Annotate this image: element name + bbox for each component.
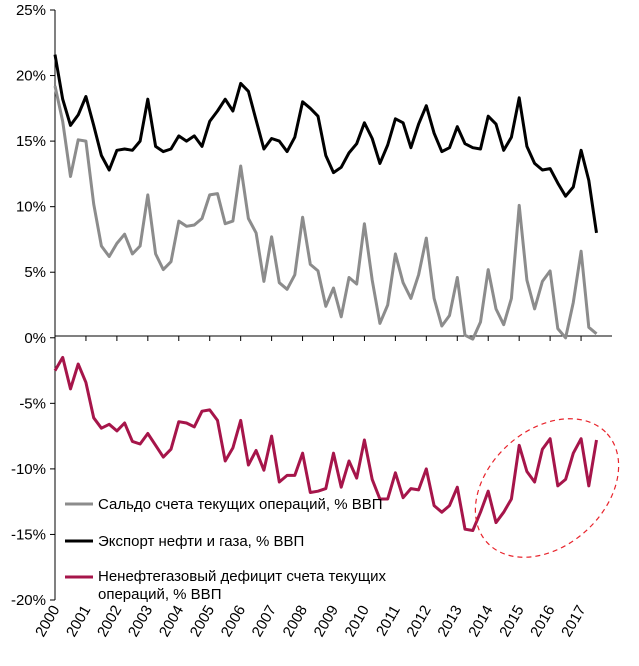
series-lines: [53, 54, 598, 532]
y-tick-label: 25%: [16, 2, 46, 19]
legend-label-oil-gas-export: Экспорт нефти и газа, % ВВП: [98, 533, 304, 550]
y-ticks: 25% 20% 15% 10% 5% 0% -5% -10% -15% -20%: [11, 2, 55, 609]
x-tick-label: 2017: [558, 603, 589, 640]
x-tick-label: 2015: [496, 603, 527, 640]
x-tick-label: 2008: [280, 603, 311, 640]
series-line-non-oil-deficit: [53, 355, 598, 532]
highlight-ellipse: [474, 418, 620, 558]
x-tick-label: 2003: [125, 603, 156, 640]
x-tick-label: 2016: [527, 603, 558, 640]
series-line-current-account: [53, 85, 598, 341]
x-tick-label: 2006: [218, 603, 249, 640]
x-tick-label: 2013: [434, 603, 465, 640]
x-tick-label: 2007: [249, 603, 280, 640]
y-tick-label: 10%: [16, 199, 46, 216]
x-tick-label: 2012: [403, 603, 434, 640]
y-tick-label: -20%: [11, 592, 46, 609]
y-tick-label: 0%: [24, 330, 46, 347]
legend-label-current-account: Сальдо счета текущих операций, % ВВП: [98, 496, 383, 513]
x-tick-label: 2005: [187, 603, 218, 640]
legend: Сальдо счета текущих операций, % ВВП Экс…: [65, 496, 387, 603]
x-tick-label: 2004: [156, 603, 187, 640]
y-tick-label: -15%: [11, 526, 46, 543]
x-tick-label: 2014: [465, 603, 496, 640]
x-tick-label: 2011: [373, 603, 404, 639]
legend-label-non-oil-deficit: Ненефтегазовый дефицит счета текущих опер…: [98, 568, 387, 603]
y-tick-label: 15%: [16, 133, 46, 150]
x-tick-label: 2001: [63, 603, 94, 640]
y-tick-label: -5%: [19, 395, 46, 412]
y-tick-label: -10%: [11, 461, 46, 478]
x-tick-label: 2009: [311, 603, 342, 640]
series-line-oil-gas-export: [53, 54, 598, 234]
y-tick-label: 5%: [24, 264, 46, 281]
y-tick-label: 20%: [16, 68, 46, 85]
x-tick-label: 2002: [94, 603, 125, 640]
x-tick-label: 2010: [341, 603, 372, 640]
